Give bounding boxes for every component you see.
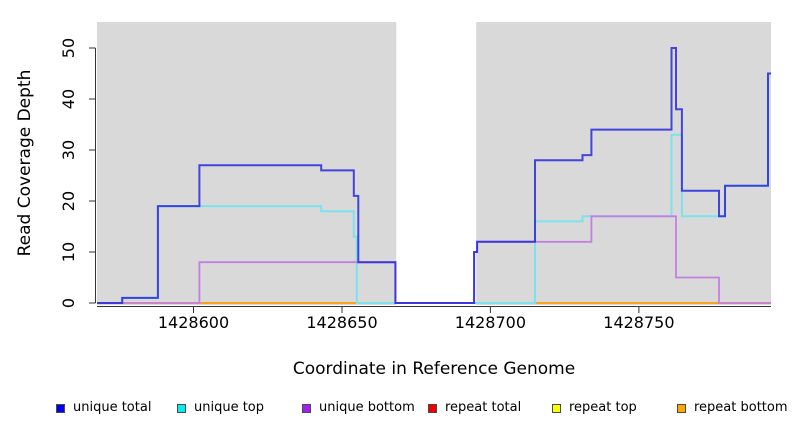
legend-swatch-repeat-bottom xyxy=(677,403,686,413)
legend-item-unique-top: unique top xyxy=(177,399,264,417)
x-axis-title: Coordinate in Reference Genome xyxy=(293,359,575,379)
legend-label-unique-top: unique top xyxy=(194,400,265,415)
y-tick-label: 10 xyxy=(59,242,78,262)
y-tick-label: 0 xyxy=(59,298,78,308)
x-tick-label: 1428750 xyxy=(603,313,674,332)
legend-swatch-unique-top xyxy=(177,403,186,413)
x-tick-label: 1428650 xyxy=(306,313,377,332)
y-tick-label: 30 xyxy=(59,140,78,160)
legend-label-repeat-bottom: repeat bottom xyxy=(694,400,788,415)
x-tick-label: 1428600 xyxy=(158,313,229,332)
x-tick-label: 1428700 xyxy=(455,313,526,332)
legend-label-repeat-total: repeat total xyxy=(445,400,522,415)
y-tick-label: 50 xyxy=(59,38,78,58)
legend-label-repeat-top: repeat top xyxy=(569,400,637,415)
legend-label-unique-bottom: unique bottom xyxy=(319,400,415,415)
coverage-plot: 1428600 1428650 1428700 1428750 0 10 20 30 40 50 C… xyxy=(15,22,771,379)
legend: unique total unique top unique bottom re… xyxy=(0,399,792,421)
legend-item-repeat-bottom: repeat bottom xyxy=(677,399,788,417)
masked-region xyxy=(396,22,477,305)
legend-label-unique-total: unique total xyxy=(73,400,152,415)
y-tick-label: 40 xyxy=(59,89,78,109)
legend-item-unique-bottom: unique bottom xyxy=(302,399,415,417)
series-line-unique-total xyxy=(97,47,771,304)
legend-swatch-repeat-top xyxy=(552,403,561,413)
legend-item-unique-total: unique total xyxy=(56,399,151,417)
legend-item-repeat-total: repeat total xyxy=(428,399,521,417)
legend-swatch-unique-bottom xyxy=(302,403,311,413)
y-tick-label: 20 xyxy=(59,191,78,211)
legend-item-repeat-top: repeat top xyxy=(552,399,637,417)
legend-swatch-repeat-total xyxy=(428,403,437,413)
legend-swatch-unique-total xyxy=(56,403,65,413)
y-axis-title: Read Coverage Depth xyxy=(15,70,35,257)
